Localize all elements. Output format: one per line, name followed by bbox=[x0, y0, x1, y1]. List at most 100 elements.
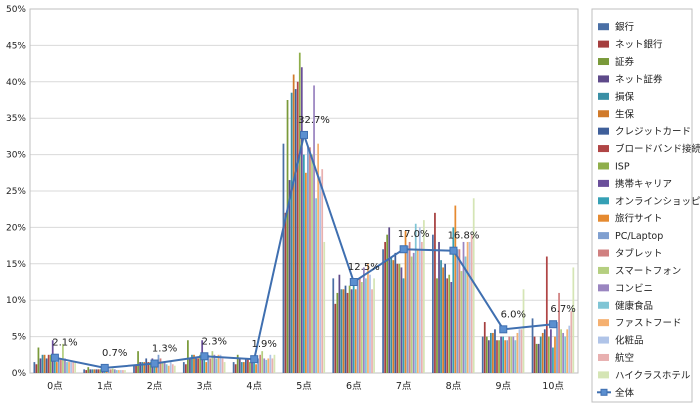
bar bbox=[452, 227, 455, 373]
x-category-label: 4点 bbox=[246, 381, 262, 392]
bar bbox=[537, 343, 540, 373]
bar bbox=[249, 362, 251, 373]
bar bbox=[448, 274, 451, 373]
bar bbox=[296, 81, 299, 374]
bar bbox=[442, 267, 444, 373]
bar bbox=[57, 358, 60, 373]
bar bbox=[83, 369, 86, 373]
legend-color-swatch bbox=[598, 319, 609, 327]
bar bbox=[191, 354, 193, 373]
y-tick-label: 45% bbox=[6, 41, 26, 51]
bar bbox=[253, 362, 255, 373]
legend-color-swatch bbox=[598, 110, 609, 118]
bar bbox=[570, 311, 573, 373]
bar bbox=[456, 249, 459, 373]
bar bbox=[323, 241, 326, 373]
bar bbox=[342, 289, 345, 373]
bar bbox=[508, 336, 511, 373]
legend-item: 旅行サイト bbox=[598, 213, 663, 225]
legend-item: 携帯キャリア bbox=[598, 178, 672, 190]
data-label: 12.5% bbox=[348, 262, 380, 273]
bar bbox=[412, 252, 415, 373]
bar bbox=[481, 336, 484, 373]
data-label: 1.3% bbox=[152, 344, 177, 355]
legend-color-swatch bbox=[598, 301, 609, 309]
bar bbox=[122, 370, 124, 373]
bar bbox=[234, 364, 237, 373]
bar bbox=[199, 354, 201, 373]
bar bbox=[533, 336, 536, 373]
bar bbox=[43, 354, 46, 373]
bar bbox=[547, 336, 550, 373]
bar bbox=[311, 154, 313, 373]
bar bbox=[313, 85, 315, 373]
legend-item: タブレット bbox=[598, 248, 663, 260]
legend-color-swatch bbox=[598, 336, 609, 344]
bar bbox=[305, 172, 307, 373]
bar bbox=[221, 358, 224, 373]
y-tick-label: 10% bbox=[6, 296, 26, 306]
bar bbox=[195, 358, 197, 373]
data-label: 6.0% bbox=[501, 309, 526, 320]
bar bbox=[255, 364, 257, 373]
data-label: 2.3% bbox=[202, 336, 227, 347]
legend-color-swatch bbox=[598, 23, 609, 31]
bar bbox=[207, 354, 210, 373]
legend-color-swatch bbox=[598, 266, 609, 274]
bar bbox=[352, 285, 355, 373]
bar bbox=[371, 289, 373, 373]
bar bbox=[240, 362, 243, 373]
x-category-label: 7点 bbox=[396, 381, 412, 392]
legend-item: 銀行 bbox=[598, 21, 635, 33]
bar bbox=[432, 234, 434, 373]
bar bbox=[288, 180, 291, 373]
y-tick-label: 15% bbox=[6, 260, 26, 270]
bar bbox=[247, 358, 249, 373]
legend-color-swatch bbox=[598, 40, 609, 48]
legend-item: オンラインショッピング bbox=[598, 195, 700, 207]
x-category-label: 0点 bbox=[47, 381, 63, 392]
bar bbox=[219, 354, 222, 373]
bar bbox=[319, 176, 322, 373]
bar bbox=[173, 365, 176, 373]
bar bbox=[354, 289, 357, 373]
line-point-marker bbox=[549, 320, 558, 329]
bar bbox=[558, 292, 560, 373]
legend-item: クレジットカード bbox=[598, 127, 691, 138]
bar bbox=[348, 285, 351, 373]
bar bbox=[245, 358, 247, 373]
bar bbox=[483, 322, 486, 373]
bar bbox=[232, 362, 235, 373]
bar bbox=[485, 336, 488, 373]
legend-item: 証券 bbox=[598, 56, 635, 68]
legend-color-swatch bbox=[598, 162, 609, 170]
legend-label: PC/Laptop bbox=[615, 231, 663, 242]
legend-label: 銀行 bbox=[615, 21, 635, 33]
bar bbox=[72, 362, 74, 373]
bar bbox=[309, 147, 311, 373]
bar bbox=[418, 227, 421, 373]
line-point-marker bbox=[499, 325, 508, 334]
x-category-label: 9点 bbox=[495, 381, 511, 392]
bar bbox=[550, 329, 552, 373]
bar bbox=[161, 362, 164, 373]
bar bbox=[265, 359, 268, 373]
line-point-marker bbox=[300, 130, 308, 139]
legend-label: ブロードバンド接続 bbox=[615, 143, 700, 155]
bar bbox=[133, 365, 135, 373]
bar bbox=[139, 362, 141, 373]
bar bbox=[492, 332, 494, 373]
bar bbox=[462, 241, 465, 373]
y-axis: 0% 5% 10% 15% 20% 25% 30% 35% 40% 45% 50% bbox=[6, 5, 26, 379]
bar bbox=[95, 369, 98, 373]
bar bbox=[400, 267, 403, 373]
bar bbox=[141, 362, 144, 373]
bar bbox=[298, 52, 301, 374]
bar bbox=[66, 362, 68, 373]
legend-item: スマートフォン bbox=[598, 266, 681, 277]
legend-item: コンビニ bbox=[598, 283, 653, 294]
y-tick-label: 30% bbox=[6, 151, 26, 161]
bar bbox=[263, 358, 266, 373]
legend-color-swatch bbox=[598, 127, 609, 135]
